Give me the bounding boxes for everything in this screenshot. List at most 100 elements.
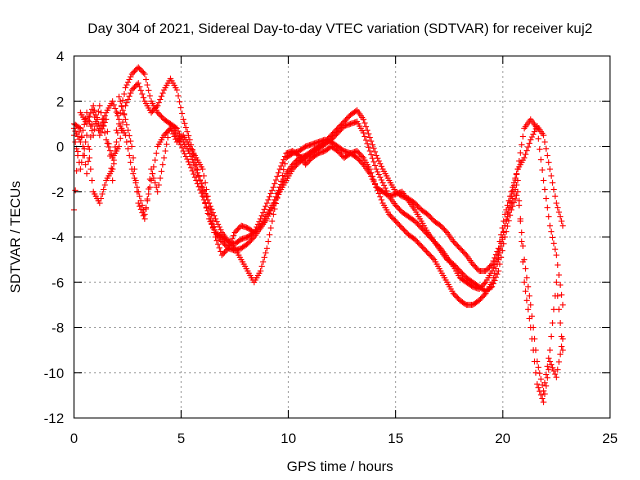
- data-point-interp: [552, 246, 559, 253]
- data-point: [366, 148, 373, 155]
- data-point-interp: [146, 92, 153, 99]
- data-point-interp: [494, 255, 501, 262]
- data-point-interp: [155, 181, 162, 188]
- data-point: [553, 374, 560, 381]
- data-point: [302, 161, 309, 168]
- data-point-interp: [234, 226, 241, 233]
- data-point: [501, 234, 508, 240]
- data-point-interp: [388, 214, 395, 221]
- data-point-interp: [72, 128, 79, 135]
- data-point-interp: [415, 240, 422, 247]
- data-point-interp: [545, 159, 552, 166]
- data-point: [450, 290, 457, 297]
- data-point-interp: [130, 170, 137, 177]
- data-point-interp: [121, 91, 128, 98]
- data-point: [251, 229, 258, 236]
- data-point-interp: [140, 69, 147, 76]
- data-point: [109, 177, 116, 184]
- data-point: [218, 252, 225, 259]
- data-point-interp: [279, 172, 286, 179]
- data-point-interp: [555, 358, 562, 365]
- data-point-interp: [523, 297, 530, 304]
- data-point-interp: [256, 218, 263, 225]
- data-point-interp: [417, 223, 424, 230]
- data-point-interp: [100, 122, 107, 129]
- data-point: [77, 138, 84, 145]
- data-point-interp: [557, 213, 564, 220]
- data-point-interp: [267, 224, 274, 231]
- data-point-interp: [526, 292, 533, 299]
- data-point-interp: [267, 190, 274, 197]
- data-point-interp: [426, 251, 433, 258]
- data-point-interp: [113, 127, 120, 134]
- data-point-interp: [558, 343, 565, 350]
- data-point-interp: [303, 160, 310, 167]
- data-point: [489, 283, 496, 290]
- data-point: [360, 116, 367, 123]
- data-point-interp: [136, 65, 143, 72]
- data-point-interp: [159, 90, 166, 97]
- data-point-interp: [485, 265, 492, 272]
- data-point-interp: [139, 209, 146, 216]
- data-point-interp: [98, 109, 105, 116]
- data-point-interp: [513, 192, 520, 199]
- data-point: [109, 98, 116, 105]
- data-point-interp: [375, 157, 382, 164]
- data-point-interp: [397, 223, 404, 230]
- data-point-interp: [202, 200, 209, 207]
- data-point-interp: [182, 153, 189, 160]
- data-point-interp: [108, 165, 115, 172]
- data-point: [83, 109, 90, 116]
- data-point-interp: [454, 294, 461, 301]
- data-point-interp: [82, 115, 89, 122]
- data-point-interp: [272, 200, 279, 207]
- data-point: [96, 132, 103, 139]
- data-point: [553, 252, 560, 259]
- data-point: [141, 71, 148, 78]
- data-point-interp: [516, 157, 523, 164]
- data-point-interp: [91, 126, 98, 133]
- data-point-interp: [427, 214, 434, 221]
- data-point-interp: [541, 379, 548, 386]
- data-point: [379, 179, 386, 186]
- data-point-interp: [184, 156, 191, 163]
- data-point-interp: [541, 391, 548, 398]
- data-point: [399, 224, 406, 231]
- data-point-interp: [428, 253, 435, 260]
- data-point-interp: [149, 170, 156, 177]
- data-point-interp: [462, 300, 469, 307]
- data-point-interp: [163, 141, 170, 148]
- data-point-interp: [555, 306, 562, 313]
- y-tick-label: -10: [44, 365, 64, 381]
- data-point-interp: [153, 104, 160, 111]
- data-point-interp: [269, 205, 276, 212]
- data-point-interp: [235, 225, 242, 232]
- data-point-interp: [166, 127, 173, 134]
- data-point-interp: [248, 236, 255, 243]
- x-tick-label: 20: [495, 430, 511, 446]
- data-point-interp: [179, 144, 186, 151]
- data-point-interp: [554, 366, 561, 373]
- data-point: [418, 243, 425, 250]
- data-point: [186, 161, 193, 168]
- data-point: [354, 148, 361, 155]
- data-point-interp: [176, 130, 183, 137]
- data-point-interp: [158, 113, 165, 120]
- data-point-interp: [537, 156, 544, 163]
- data-point: [180, 116, 187, 123]
- data-point-interp: [172, 124, 179, 131]
- data-point-interp: [442, 228, 449, 235]
- data-point-interp: [162, 130, 169, 137]
- data-point-interp: [99, 191, 106, 198]
- data-point-interp: [144, 195, 151, 202]
- data-point: [96, 200, 103, 207]
- data-point-interp: [126, 76, 133, 83]
- data-point-interp: [414, 202, 421, 209]
- y-tick-label: -8: [52, 320, 65, 336]
- data-point-interp: [126, 152, 133, 159]
- data-point-interp: [85, 114, 92, 121]
- data-point: [521, 279, 528, 286]
- data-point-interp: [150, 175, 157, 182]
- data-point-interp: [216, 244, 223, 251]
- x-tick-label: 25: [602, 430, 618, 446]
